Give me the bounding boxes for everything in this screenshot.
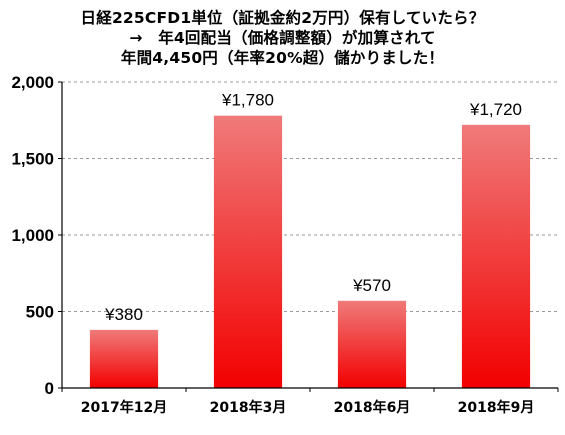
bar xyxy=(461,124,531,388)
bar xyxy=(213,115,283,388)
x-category-label: 2018年6月 xyxy=(334,399,411,416)
y-tick-label: 1,500 xyxy=(11,150,54,169)
chart-title: 日経225CFD1単位（証拠金約2万円）保有していたら？ → 年4回配当（価格調… xyxy=(0,8,565,68)
title-line-3: 年間4,450円（年率20%超）儲かりました！ xyxy=(120,49,445,67)
grid-lines xyxy=(62,81,558,312)
bar-value-label: ¥380 xyxy=(104,305,143,324)
bar-value-label: ¥1,720 xyxy=(469,100,522,119)
data-labels: ¥380 ¥1,780 ¥570 ¥1,720 xyxy=(104,91,522,324)
bar-value-label: ¥570 xyxy=(352,276,391,295)
bar xyxy=(89,329,159,388)
y-axis-ticks: 0 500 1,000 1,500 2,000 xyxy=(11,73,54,398)
y-tick-label: 2,000 xyxy=(11,73,54,92)
bar-value-label: ¥1,780 xyxy=(221,91,274,110)
axes xyxy=(58,81,559,392)
bars xyxy=(89,115,531,388)
y-tick-label: 0 xyxy=(45,379,54,398)
x-category-label: 2017年12月 xyxy=(81,399,167,416)
x-category-label: 2018年3月 xyxy=(210,399,287,416)
y-tick-label: 1,000 xyxy=(11,226,54,245)
bar xyxy=(337,300,407,388)
title-line-2: → 年4回配当（価格調整額）が加算されて xyxy=(129,29,436,47)
y-tick-label: 500 xyxy=(26,303,54,322)
x-category-label: 2018年9月 xyxy=(458,399,535,416)
x-axis-categories: 2017年12月 2018年3月 2018年6月 2018年9月 xyxy=(81,399,535,416)
title-line-1: 日経225CFD1単位（証拠金約2万円）保有していたら？ xyxy=(80,9,485,27)
